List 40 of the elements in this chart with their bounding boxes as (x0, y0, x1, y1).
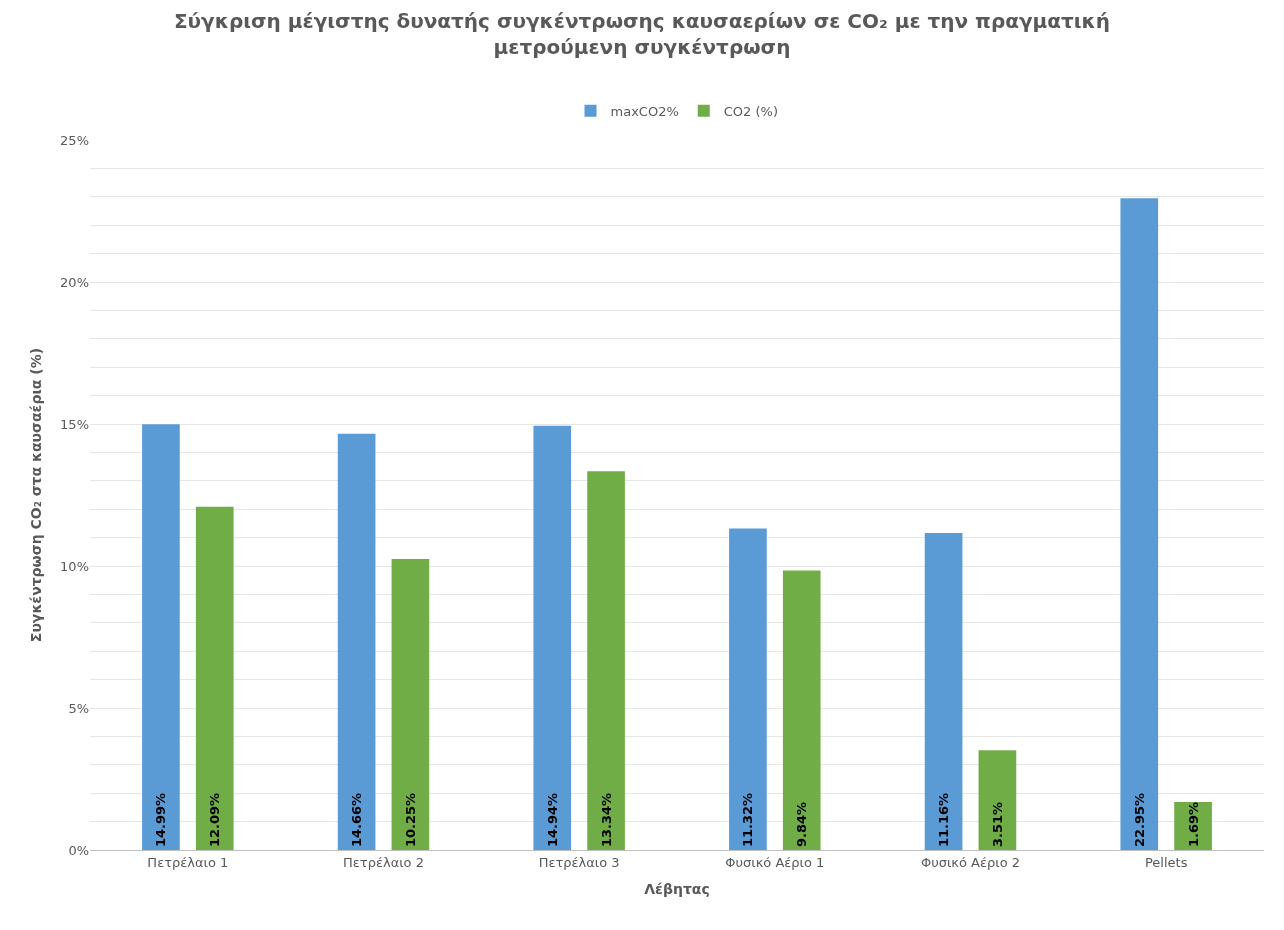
data-label: 10.25% (402, 792, 418, 847)
bar (1120, 198, 1159, 850)
data-label: 9.84% (794, 801, 810, 847)
bar (587, 471, 625, 850)
y-tick-label: 0% (68, 842, 89, 858)
bar (533, 425, 572, 850)
bar (924, 533, 963, 850)
y-tick-label: 20% (60, 274, 89, 290)
data-label: 14.99% (153, 792, 169, 847)
y-tick-label: 25% (60, 132, 89, 148)
y-axis-title: Συγκέντρωση CO₂ στα καυσαέρια (%) (27, 347, 44, 643)
y-tick-label: 5% (68, 700, 89, 716)
data-label: 12.09% (207, 792, 223, 847)
bar (978, 750, 1017, 850)
bar (729, 528, 767, 850)
data-label: 11.16% (936, 792, 952, 847)
x-tick-label: Πετρέλαιο 2 (343, 854, 424, 870)
data-label: 1.69% (1185, 801, 1201, 847)
x-tick-label: Φυσικό Αέριο 2 (920, 854, 1021, 870)
data-label: 14.66% (349, 792, 365, 847)
x-tick-label: Πετρέλαιο 1 (147, 854, 229, 870)
bar (337, 433, 376, 850)
x-tick-label: Πετρέλαιο 3 (538, 854, 620, 870)
x-axis-title: Λέβητας (644, 880, 710, 897)
bar (782, 570, 821, 850)
legend-label: maxCO2% (610, 103, 679, 119)
legend-label: CO2 (%) (723, 103, 778, 119)
data-label: 22.95% (1131, 792, 1147, 847)
x-tick-label: Φυσικό Αέριο 1 (725, 854, 825, 870)
data-label: 14.94% (544, 792, 560, 847)
chart-title: Σύγκριση μέγιστης δυνατής συγκέντρωσης καυσαερίων σε CO₂ με την πραγματική μετρούμενη συγκέντρωση (173, 8, 1111, 59)
bar (391, 558, 430, 850)
data-label: 13.34% (598, 792, 614, 847)
data-label: 3.51% (989, 801, 1005, 847)
y-tick-label: 15% (60, 416, 89, 432)
y-tick-label: 10% (60, 558, 89, 574)
data-label: 11.32% (740, 792, 756, 847)
bar (195, 506, 234, 850)
x-tick-label: Pellets (1144, 854, 1188, 870)
bar (142, 424, 180, 850)
